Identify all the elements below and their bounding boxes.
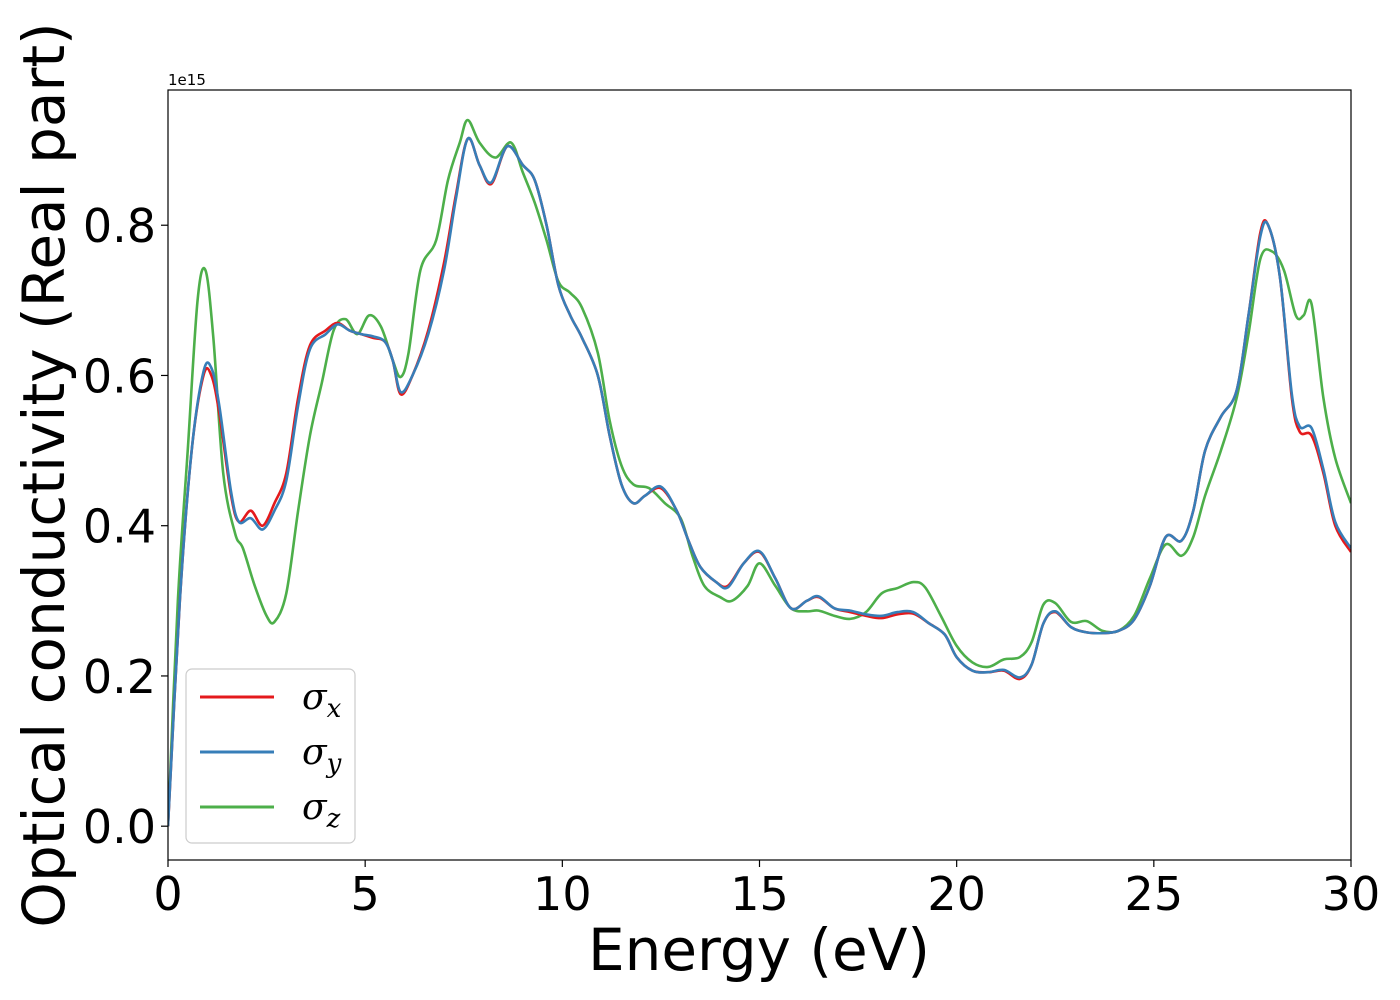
series-layer (168, 118, 1351, 827)
x-tick-label: 20 (927, 867, 986, 921)
x-tick-label: 30 (1322, 867, 1381, 921)
y-axis: 0.0 0.2 0.4 0.6 0.8 (83, 199, 168, 854)
x-axis-title: Energy (eV) (588, 916, 930, 984)
x-tick-label: 15 (730, 867, 789, 921)
y-tick-label: 0.8 (83, 199, 156, 253)
y-axis-title: Optical conductivity (Real part) (10, 22, 78, 927)
x-axis: 0 5 10 15 20 25 30 (153, 860, 1380, 921)
y-tick-label: 0.4 (83, 500, 156, 554)
x-tick-label: 10 (533, 867, 592, 921)
x-tick-label: 5 (351, 867, 380, 921)
x-tick-label: 0 (153, 867, 182, 921)
legend-label-y: σy (302, 732, 342, 779)
legend-label-z: σz (302, 787, 341, 834)
y-tick-label: 0.2 (83, 650, 156, 704)
y-tick-label: 0.0 (83, 800, 156, 854)
series-line-y (168, 136, 1351, 827)
legend-box (185, 668, 356, 844)
y-tick-label: 0.6 (83, 349, 156, 403)
x-tick-label: 25 (1125, 867, 1184, 921)
legend: σx σy σz (185, 668, 356, 844)
y-offset-label: 1e15 (168, 71, 206, 89)
legend-label-x: σx (302, 677, 342, 724)
